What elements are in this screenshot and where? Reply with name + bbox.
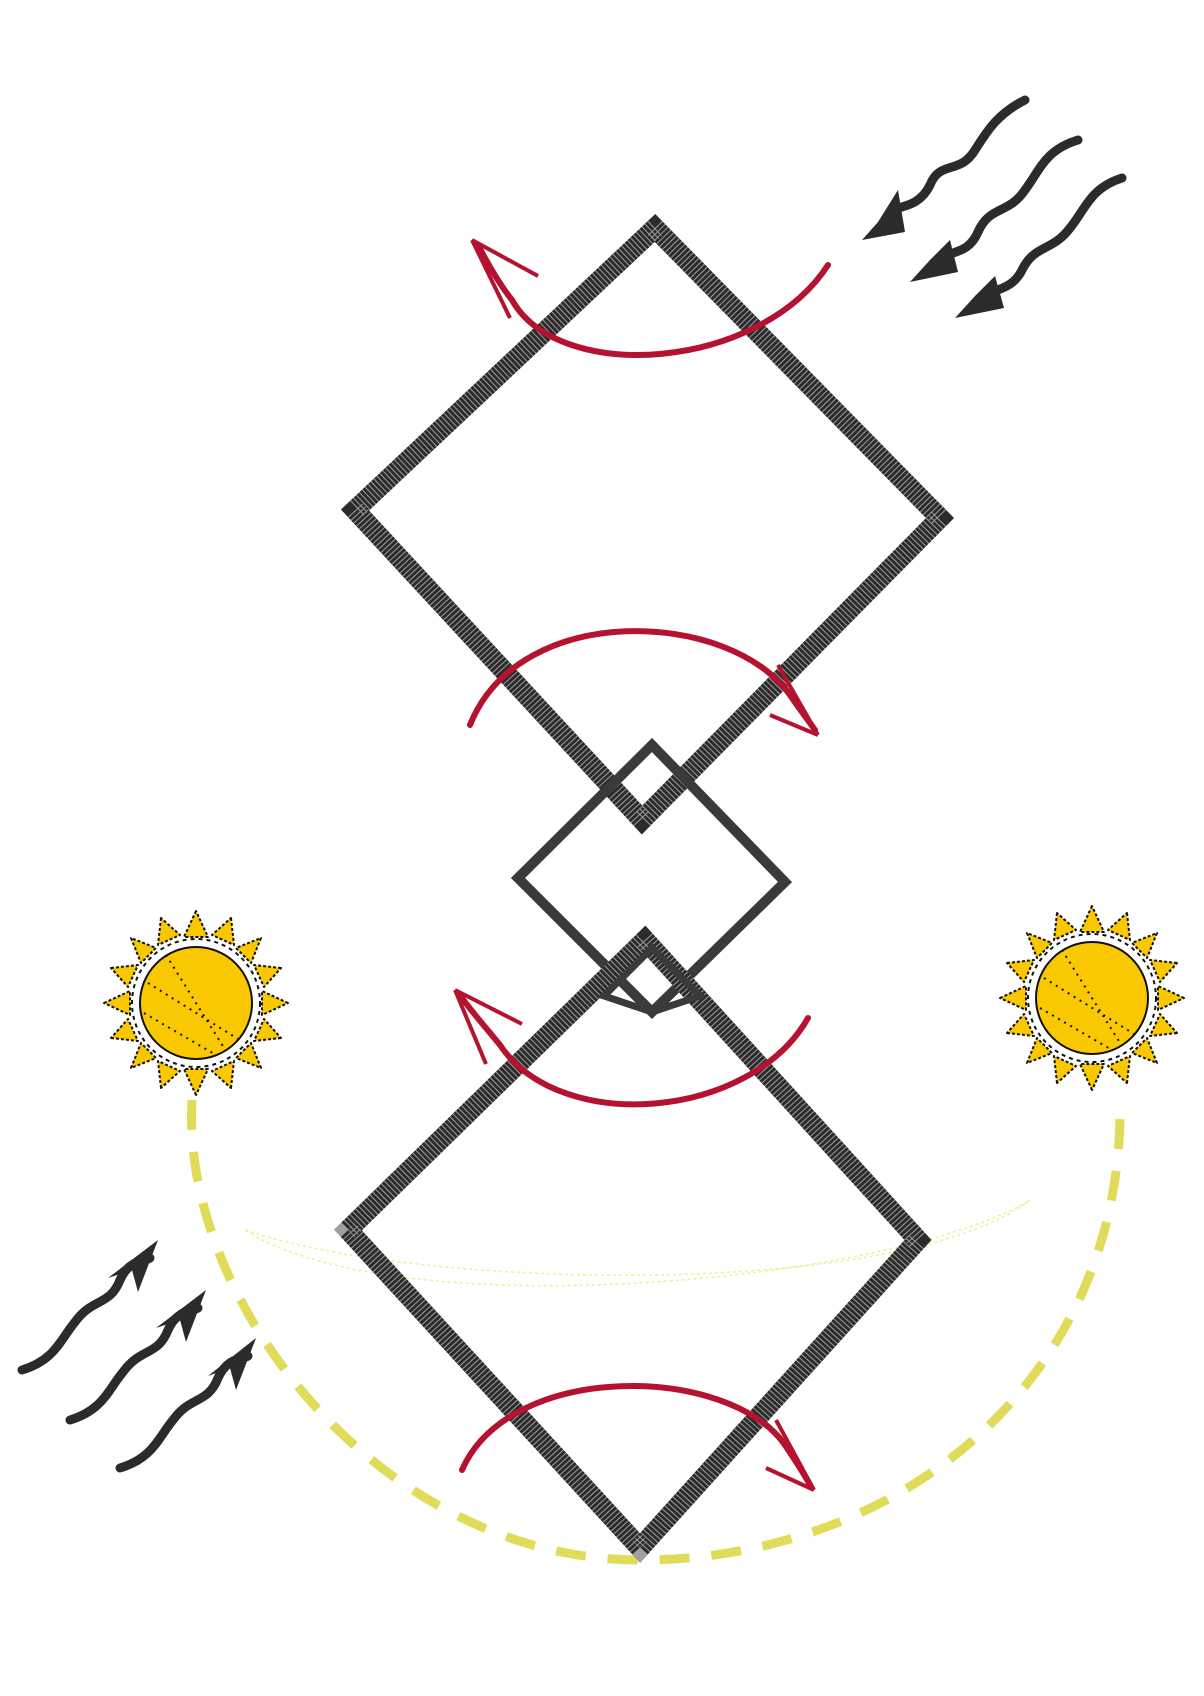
sun-left-icon	[103, 910, 289, 1096]
diamond-overlap-inner	[597, 943, 707, 1016]
diamond-bottom	[334, 925, 932, 1563]
wind-arrows-bottom-left	[17, 1240, 256, 1473]
rotation-arrow-3	[453, 988, 811, 1108]
diamond-small-middle	[510, 737, 793, 1020]
rotation-arrow-4	[459, 1383, 816, 1492]
sun-path-arc	[187, 1099, 1125, 1565]
diamond-top	[340, 214, 955, 835]
sun-path-guide	[244, 1199, 1031, 1287]
wind-arrows-top-right	[862, 95, 1127, 318]
sun-right-icon	[999, 905, 1185, 1091]
rotation-arrow-2	[467, 628, 820, 737]
rotation-arrow-1	[470, 238, 831, 358]
